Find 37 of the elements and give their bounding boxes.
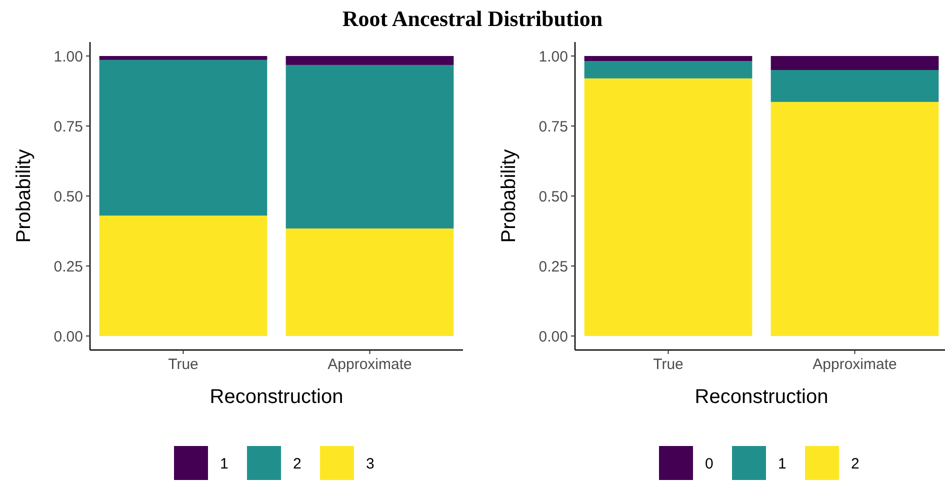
y-tick-label: 0.00 xyxy=(54,328,83,346)
bar xyxy=(584,56,752,62)
bar xyxy=(770,56,939,70)
bar xyxy=(99,216,268,336)
chart-title: Root Ancestral Distribution xyxy=(342,6,603,31)
legend-label: 3 xyxy=(366,455,374,472)
x-tick-label: Approximate xyxy=(812,356,897,373)
y-tick-label: 0.50 xyxy=(538,188,568,206)
y-tick-label: 0.50 xyxy=(54,188,83,206)
x-tick-label: True xyxy=(168,356,198,373)
legend-label: 1 xyxy=(220,455,228,472)
legend-label: 2 xyxy=(293,455,302,472)
x-tick-label: True xyxy=(653,356,684,373)
bar xyxy=(286,64,454,228)
x-axis-title: Reconstruction xyxy=(694,386,828,408)
bar xyxy=(584,61,752,78)
bar xyxy=(770,70,939,102)
bar xyxy=(99,56,268,60)
legend-label: 0 xyxy=(705,455,714,472)
y-tick-label: 0.75 xyxy=(538,118,568,136)
x-axis-title: Reconstruction xyxy=(210,386,344,408)
bar xyxy=(286,56,454,65)
bar xyxy=(770,102,939,336)
y-tick-label: 0.00 xyxy=(538,328,568,346)
x-tick-label: Approximate xyxy=(328,356,412,373)
bar xyxy=(99,60,268,216)
y-tick-label: 0.75 xyxy=(54,118,83,136)
bar xyxy=(286,228,454,336)
y-tick-label: 0.25 xyxy=(538,258,568,276)
legend-label: 1 xyxy=(778,455,786,472)
y-axis-title: Probability xyxy=(498,149,520,243)
y-tick-label: 1.00 xyxy=(538,48,568,66)
y-axis-title: Probability xyxy=(13,149,35,243)
bar xyxy=(584,78,752,336)
y-tick-label: 1.00 xyxy=(54,48,83,66)
y-tick-label: 0.25 xyxy=(54,258,83,276)
legend-label: 2 xyxy=(851,455,860,472)
